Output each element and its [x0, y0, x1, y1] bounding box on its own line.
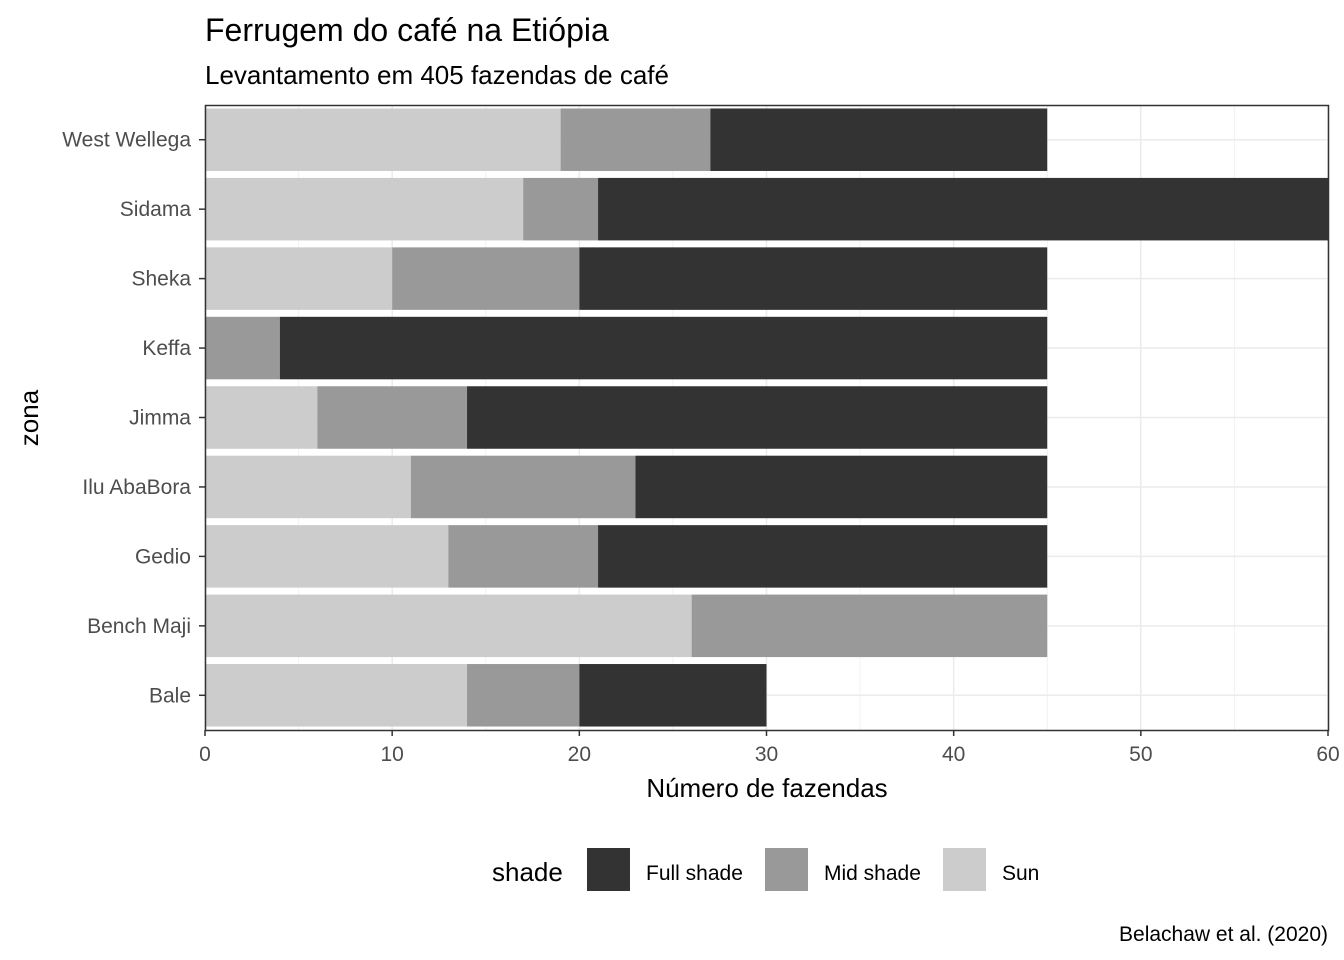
bar-segment	[598, 525, 1048, 588]
bar-segment	[635, 455, 1048, 519]
y-tick-label: Sheka	[131, 268, 191, 291]
bar-segment	[205, 108, 561, 171]
bar-segment	[579, 664, 767, 727]
chart-subtitle: Levantamento em 405 fazendas de café	[205, 60, 669, 90]
bar-segment	[410, 455, 636, 519]
legend-title: shade	[492, 857, 563, 887]
bars	[205, 108, 1328, 727]
x-axis-ticks: 0 10 20 30 40 50 60	[199, 730, 1340, 766]
y-tick-label: Bale	[149, 684, 191, 707]
bar-segment	[598, 177, 1328, 241]
x-axis-title: Número de fazendas	[646, 773, 887, 803]
x-tick-label: 60	[1316, 743, 1339, 766]
y-tick-label: Jimma	[129, 407, 191, 430]
bar-segment	[205, 664, 468, 727]
bar-segment	[467, 664, 580, 727]
bar-segment	[205, 455, 411, 519]
bar-segment	[523, 177, 599, 241]
bar-segment	[467, 386, 1048, 449]
y-tick-label: Gedio	[135, 545, 191, 568]
bar-segment	[205, 525, 449, 588]
y-tick-label: Bench Maji	[87, 615, 191, 638]
chart-title: Ferrugem do café na Etiópia	[205, 12, 609, 48]
bar-segment	[560, 108, 711, 171]
bar-segment	[448, 525, 599, 588]
y-tick-label: Ilu AbaBora	[82, 476, 191, 499]
y-tick-label: Keffa	[142, 337, 191, 360]
legend: shade Full shade Mid shade Sun	[492, 848, 1039, 891]
bar-segment	[317, 386, 468, 449]
x-tick-label: 10	[380, 743, 403, 766]
legend-label: Full shade	[646, 862, 743, 885]
bar-segment	[392, 247, 580, 310]
legend-key	[587, 848, 630, 891]
bar-segment	[579, 247, 1048, 310]
legend-key	[943, 848, 986, 891]
bar-segment	[205, 247, 393, 310]
y-axis-ticks: Bale Bench Maji Gedio Ilu AbaBora Jimma Keffa…	[62, 129, 205, 707]
y-axis-title: zona	[14, 389, 44, 446]
legend-label: Mid shade	[824, 862, 921, 885]
bar-segment	[710, 108, 1048, 171]
bar-segment	[205, 594, 692, 658]
caption: Belachaw et al. (2020)	[1119, 923, 1328, 946]
bar-segment	[279, 316, 1048, 380]
bar-segment	[205, 177, 524, 241]
x-tick-label: 0	[199, 743, 211, 766]
legend-key	[765, 848, 808, 891]
x-tick-label: 50	[1129, 743, 1152, 766]
bar-segment	[205, 316, 280, 380]
x-tick-label: 30	[755, 743, 778, 766]
x-tick-label: 20	[568, 743, 591, 766]
bar-segment	[691, 594, 1048, 658]
bar-segment	[205, 386, 318, 449]
x-tick-label: 40	[942, 743, 965, 766]
legend-label: Sun	[1002, 862, 1039, 885]
y-tick-label: West Wellega	[62, 129, 191, 152]
y-tick-label: Sidama	[120, 198, 192, 221]
